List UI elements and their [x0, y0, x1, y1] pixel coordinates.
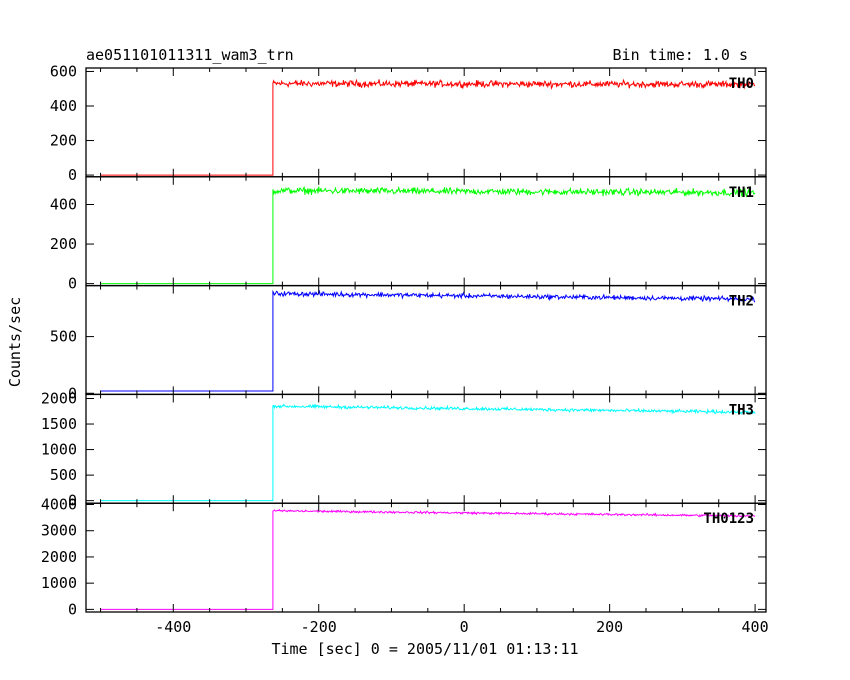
y-tick-label: 4000	[41, 496, 77, 514]
series-line-th0123	[100, 508, 756, 610]
y-tick-label: 1000	[41, 574, 77, 592]
y-tick-label: 500	[50, 466, 77, 484]
panel-label-th0: TH0	[729, 76, 754, 92]
panel-label-th2: TH2	[729, 294, 754, 310]
y-tick-label: 200	[50, 235, 77, 253]
panel-th1: 0 200 400 TH1	[50, 176, 767, 293]
series-line-th1	[100, 185, 756, 285]
panel-th3: 0 500 1000 1500 2000 TH3	[41, 389, 767, 510]
chart-title-left: ae051101011311_wam3_trn	[86, 46, 294, 64]
y-tick-label: 0	[68, 166, 77, 184]
y-tick-label: 400	[50, 97, 77, 115]
y-tick-label: 2000	[41, 548, 77, 566]
panels-group: 0 200 400 600 TH0 0 200 400 TH1 0 500 TH2 0 500 1000 15…	[41, 62, 767, 618]
panel-th2: 0 500 TH2	[50, 284, 767, 402]
y-tick-label: 500	[50, 328, 77, 346]
y-tick-label: 0	[68, 492, 77, 510]
x-axis-tick-labels: -400 -200 0 200 400	[155, 618, 768, 636]
x-tick-label: -200	[301, 618, 337, 636]
x-tick-label: 400	[742, 618, 769, 636]
y-tick-label: 200	[50, 132, 77, 150]
y-tick-label: 1000	[41, 441, 77, 459]
y-tick-label: 0	[68, 600, 77, 618]
series-line-th2	[100, 289, 756, 392]
y-tick-label: 2000	[41, 389, 77, 407]
panel-th0: 0 200 400 600 TH0	[50, 62, 767, 184]
y-tick-label: 0	[68, 275, 77, 293]
series-line-th3	[100, 403, 756, 502]
y-tick-label: 1500	[41, 415, 77, 433]
y-tick-label: 3000	[41, 522, 77, 540]
panel-th0123: 0 1000 2000 3000 4000 TH0123	[41, 496, 767, 618]
x-tick-label: 200	[596, 618, 623, 636]
panel-frame	[85, 284, 767, 396]
y-tick-label: 400	[50, 195, 77, 213]
y-axis-label: Counts/sec	[6, 297, 24, 387]
panel-label-th3: TH3	[729, 402, 754, 418]
x-axis-label: Time [sec] 0 = 2005/11/01 01:13:11	[271, 640, 578, 658]
series-line-th0	[100, 78, 756, 176]
panel-label-th1: TH1	[729, 185, 754, 201]
panel-label-th0123: TH0123	[703, 511, 754, 527]
chart-title-right: Bin time: 1.0 s	[613, 46, 748, 64]
y-tick-label: 600	[50, 62, 77, 80]
y-tick-label: 0	[68, 384, 77, 402]
x-tick-label: 0	[460, 618, 469, 636]
panel-frame	[85, 502, 767, 613]
x-tick-label: -400	[155, 618, 191, 636]
